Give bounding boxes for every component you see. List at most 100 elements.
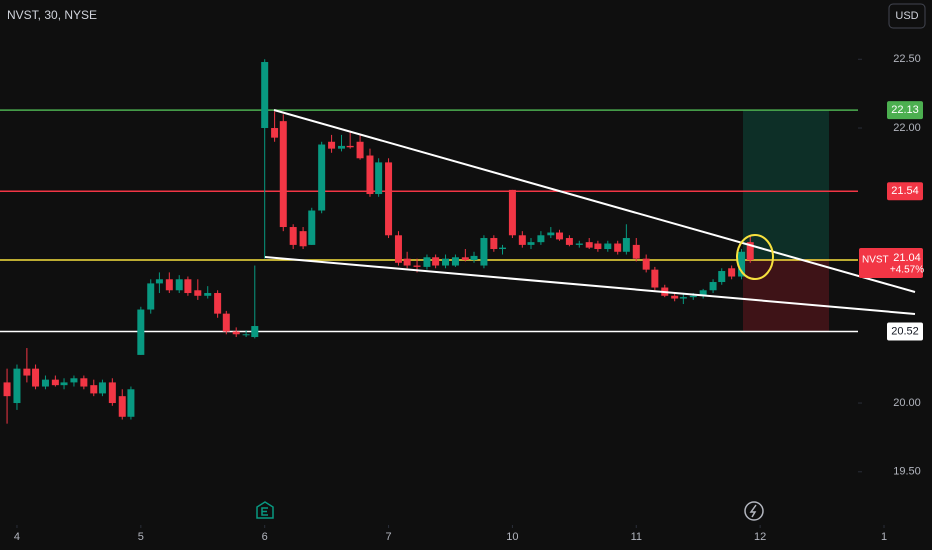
candle-body [527, 242, 535, 245]
candle-body [470, 255, 478, 261]
candle-body [108, 382, 116, 404]
candle-body [98, 382, 106, 394]
x-tick-label: 4 [14, 531, 20, 543]
candle-body [175, 279, 183, 291]
price-label-box [887, 101, 923, 120]
candle-body [671, 295, 679, 299]
event-circle [744, 501, 764, 521]
price-label: 20.52 [891, 325, 919, 337]
symbol-label: NVST [862, 255, 889, 266]
candle-body [356, 141, 364, 159]
candle-body [614, 243, 622, 252]
candle-body [604, 243, 612, 250]
candle-body [60, 382, 68, 386]
candle-body [594, 243, 602, 250]
price-label: 22.13 [891, 104, 919, 116]
candle-body [385, 162, 393, 236]
y-tick-label: 19.50 [893, 466, 921, 478]
candle-body [204, 293, 212, 296]
chart-title: NVST, 30, NYSE [7, 8, 97, 22]
candle-body [147, 283, 155, 310]
candle-body [490, 238, 498, 250]
candle-body [261, 62, 269, 129]
candle-body [432, 257, 440, 266]
trendline-lower [264, 256, 916, 315]
candle-body [80, 378, 88, 387]
candle-body [718, 271, 726, 283]
candle-body [394, 235, 402, 263]
candle-body [461, 257, 469, 261]
candle-body [194, 290, 202, 296]
candle-body [632, 244, 640, 259]
currency-button[interactable] [888, 3, 926, 29]
price-label-box [887, 322, 923, 341]
x-tick-label: 10 [506, 531, 518, 543]
earnings-letter [261, 507, 268, 516]
earnings-icon[interactable] [256, 501, 274, 519]
candle-body [709, 282, 717, 291]
candle-body [746, 242, 754, 261]
axes: 19.50 20.00 22.00 22.50 4 5 6 7 10 11 12 1 22.13 21.5… [14, 53, 924, 543]
candle-body [622, 238, 630, 252]
candle-body [118, 396, 126, 417]
candle-body [738, 251, 746, 277]
change-label: +4.57% [890, 265, 924, 276]
candle-body [679, 297, 687, 299]
candle-body [689, 295, 697, 298]
candle-body [403, 258, 411, 266]
candle-body [127, 389, 135, 417]
price-label: 21.04 [893, 252, 921, 264]
trendline-upper [273, 109, 916, 293]
candle-body [318, 144, 326, 211]
candle-body [651, 269, 659, 288]
candle-body [222, 313, 230, 332]
earnings-shape [256, 501, 274, 519]
currency-label: USD [895, 10, 918, 22]
candle-body [442, 258, 450, 266]
candle-body [214, 293, 222, 314]
candle-body [366, 155, 374, 195]
candle-body [337, 145, 345, 149]
candle-body [165, 279, 173, 291]
y-tick-label: 20.00 [893, 397, 921, 409]
candle-body [70, 378, 78, 383]
candle-body [518, 235, 526, 245]
x-tick-label: 12 [754, 531, 766, 543]
candles [3, 59, 754, 424]
event-icon[interactable] [744, 501, 764, 521]
candle-body [242, 334, 250, 336]
candle-body [346, 145, 354, 148]
y-tick-label: 22.50 [893, 53, 921, 65]
candle-body [299, 231, 307, 247]
candle-body [699, 290, 707, 296]
highlight-ellipse [736, 234, 774, 280]
candle-body [328, 141, 336, 149]
candle-body [565, 238, 573, 245]
candle-body [575, 243, 583, 245]
candle-body [41, 379, 49, 387]
price-label: 21.54 [891, 185, 919, 197]
candle-body [585, 242, 593, 248]
candle-body [23, 368, 31, 376]
candle-body [232, 331, 240, 335]
candle-body [728, 268, 736, 277]
candle-body [413, 265, 421, 267]
candle-body [423, 257, 431, 267]
x-tick-label: 7 [385, 531, 391, 543]
x-tick-label: 5 [138, 531, 144, 543]
candle-body [51, 379, 59, 386]
candle-body [508, 189, 516, 236]
candle-body [289, 227, 297, 245]
event-bolt [749, 504, 757, 518]
candle-body [308, 210, 316, 245]
candle-body [13, 368, 21, 404]
position-loss-zone [743, 259, 829, 331]
candle-body [279, 121, 287, 228]
y-tick-label: 22.00 [893, 122, 921, 134]
candle-body [271, 128, 279, 138]
candle-body [251, 326, 259, 338]
x-tick-label: 11 [631, 531, 642, 543]
candle-body [480, 238, 488, 266]
candle-body [451, 257, 459, 266]
